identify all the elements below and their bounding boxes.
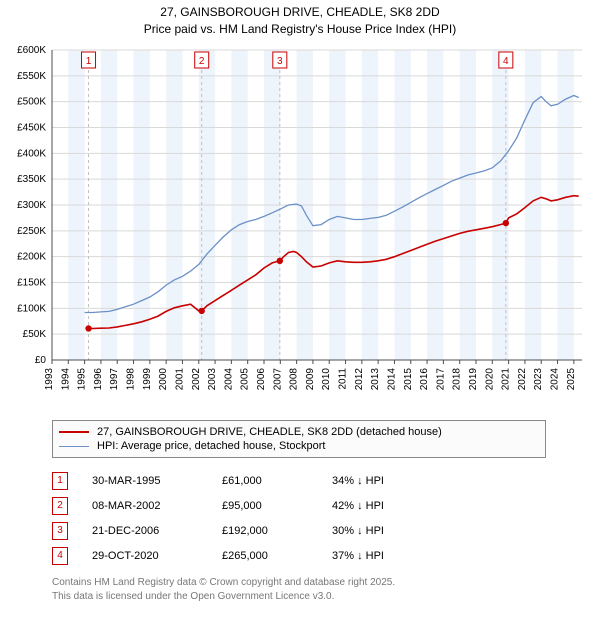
svg-text:2004: 2004 xyxy=(223,368,234,391)
sale-hpi: 34% ↓ HPI xyxy=(332,475,452,487)
legend-swatch xyxy=(59,431,89,433)
svg-text:2021: 2021 xyxy=(501,368,512,391)
svg-text:2005: 2005 xyxy=(240,368,251,391)
svg-text:1994: 1994 xyxy=(60,368,71,391)
svg-text:1999: 1999 xyxy=(142,368,153,391)
legend-item: 27, GAINSBOROUGH DRIVE, CHEADLE, SK8 2DD… xyxy=(59,425,539,439)
legend-label: HPI: Average price, detached house, Stoc… xyxy=(97,440,326,452)
svg-text:2006: 2006 xyxy=(256,368,267,391)
sale-date: 21-DEC-2006 xyxy=(92,525,222,537)
svg-text:2024: 2024 xyxy=(550,368,561,391)
svg-text:1995: 1995 xyxy=(77,368,88,391)
svg-text:1993: 1993 xyxy=(44,368,55,391)
attribution-line2: This data is licensed under the Open Gov… xyxy=(52,590,395,604)
svg-text:2019: 2019 xyxy=(468,368,479,391)
svg-text:2001: 2001 xyxy=(174,368,185,391)
svg-text:£200K: £200K xyxy=(17,252,46,263)
svg-text:£100K: £100K xyxy=(17,303,46,314)
sale-row: 3 21-DEC-2006£192,00030% ↓ HPI xyxy=(52,518,532,543)
svg-text:2009: 2009 xyxy=(305,368,316,391)
svg-text:2010: 2010 xyxy=(321,368,332,391)
title-main: 27, GAINSBOROUGH DRIVE, CHEADLE, SK8 2DD xyxy=(0,4,600,21)
legend: 27, GAINSBOROUGH DRIVE, CHEADLE, SK8 2DD… xyxy=(52,420,546,458)
svg-text:2: 2 xyxy=(199,56,205,67)
svg-text:2011: 2011 xyxy=(338,368,349,390)
sale-price: £61,000 xyxy=(222,475,332,487)
svg-text:2025: 2025 xyxy=(566,368,577,391)
svg-text:1996: 1996 xyxy=(93,368,104,391)
sale-row: 4 29-OCT-2020£265,00037% ↓ HPI xyxy=(52,543,532,568)
chart-titles: 27, GAINSBOROUGH DRIVE, CHEADLE, SK8 2DD… xyxy=(0,0,600,38)
legend-swatch xyxy=(59,446,89,447)
svg-text:2013: 2013 xyxy=(370,368,381,391)
sale-hpi: 42% ↓ HPI xyxy=(332,500,452,512)
sale-price: £192,000 xyxy=(222,525,332,537)
svg-text:2007: 2007 xyxy=(272,368,283,391)
svg-text:£300K: £300K xyxy=(17,200,46,211)
svg-text:£400K: £400K xyxy=(17,148,46,159)
svg-text:1: 1 xyxy=(86,56,92,67)
svg-text:2017: 2017 xyxy=(435,368,446,391)
title-sub: Price paid vs. HM Land Registry's House … xyxy=(0,21,600,38)
svg-text:£150K: £150K xyxy=(17,278,46,289)
svg-text:1997: 1997 xyxy=(109,368,120,391)
sale-date: 08-MAR-2002 xyxy=(92,500,222,512)
svg-text:2014: 2014 xyxy=(386,368,397,391)
svg-text:2002: 2002 xyxy=(191,368,202,391)
svg-text:2012: 2012 xyxy=(354,368,365,391)
svg-text:2018: 2018 xyxy=(452,368,463,391)
legend-item: HPI: Average price, detached house, Stoc… xyxy=(59,439,539,453)
sale-row: 2 08-MAR-2002£95,00042% ↓ HPI xyxy=(52,493,532,518)
svg-text:£450K: £450K xyxy=(17,123,46,134)
sale-hpi: 30% ↓ HPI xyxy=(332,525,452,537)
svg-text:2008: 2008 xyxy=(289,368,300,391)
sale-row: 1 30-MAR-1995£61,00034% ↓ HPI xyxy=(52,468,532,493)
attribution: Contains HM Land Registry data © Crown c… xyxy=(52,576,395,603)
sale-marker-icon: 1 xyxy=(52,472,68,490)
svg-text:£50K: £50K xyxy=(23,329,47,340)
sale-date: 29-OCT-2020 xyxy=(92,550,222,562)
legend-label: 27, GAINSBOROUGH DRIVE, CHEADLE, SK8 2DD… xyxy=(97,426,442,438)
sales-table: 1 30-MAR-1995£61,00034% ↓ HPI 2 08-MAR-2002… xyxy=(52,468,532,568)
svg-text:2015: 2015 xyxy=(403,368,414,391)
sale-marker-icon: 4 xyxy=(52,547,68,565)
svg-text:4: 4 xyxy=(503,56,509,67)
sale-marker-icon: 2 xyxy=(52,497,68,515)
svg-text:1998: 1998 xyxy=(126,368,137,391)
svg-text:£550K: £550K xyxy=(17,71,46,82)
svg-text:£0: £0 xyxy=(35,355,47,366)
attribution-line1: Contains HM Land Registry data © Crown c… xyxy=(52,576,395,590)
svg-text:£350K: £350K xyxy=(17,174,46,185)
svg-text:2000: 2000 xyxy=(158,368,169,391)
svg-text:£600K: £600K xyxy=(17,45,46,56)
sale-hpi: 37% ↓ HPI xyxy=(332,550,452,562)
sale-marker-icon: 3 xyxy=(52,522,68,540)
svg-text:£250K: £250K xyxy=(17,226,46,237)
sale-price: £95,000 xyxy=(222,500,332,512)
sale-price: £265,000 xyxy=(222,550,332,562)
svg-text:2023: 2023 xyxy=(533,368,544,391)
price-hpi-chart: £0 £50K £100K £150K £200K £250K £300K £350K £400… xyxy=(0,40,600,410)
svg-text:3: 3 xyxy=(277,56,283,67)
svg-text:2022: 2022 xyxy=(517,368,528,391)
svg-text:2003: 2003 xyxy=(207,368,218,391)
svg-text:£500K: £500K xyxy=(17,97,46,108)
svg-text:2020: 2020 xyxy=(484,368,495,391)
svg-text:2016: 2016 xyxy=(419,368,430,391)
sale-date: 30-MAR-1995 xyxy=(92,475,222,487)
